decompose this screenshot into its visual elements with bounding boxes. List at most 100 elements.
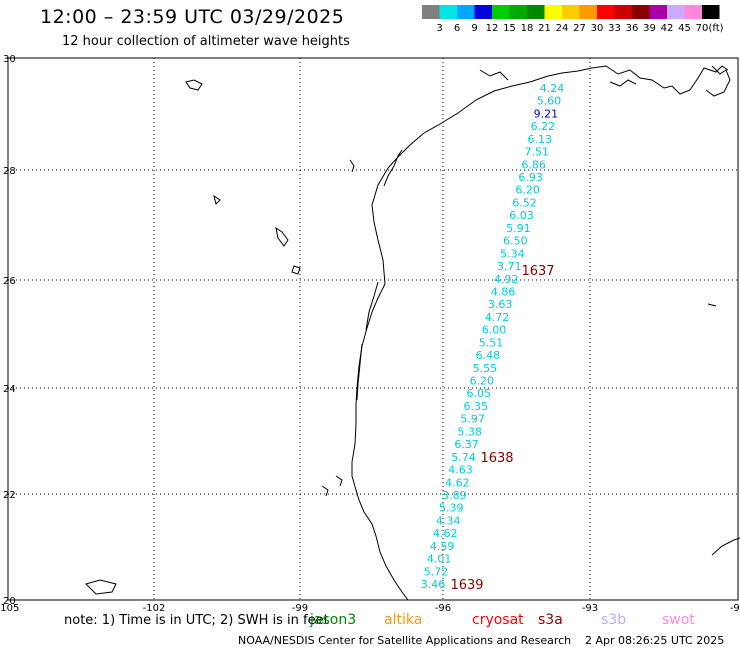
map-frame: -105 -102 -99 -96 -93 -90 30 28 26 24 22 20 bbox=[0, 54, 740, 614]
wave-height-value: 7.51 bbox=[524, 146, 549, 159]
lat-label: 28 bbox=[3, 166, 16, 177]
color-scale-label: 6 bbox=[454, 23, 460, 34]
color-scale-label: 45 bbox=[678, 23, 691, 34]
wave-height-value: 5.51 bbox=[479, 336, 504, 349]
wave-height-value: 3.89 bbox=[442, 489, 467, 502]
legend-item-altika: altika bbox=[384, 612, 423, 628]
small-lake-7 bbox=[213, 194, 221, 205]
page-subtitle: 12 hour collection of altimeter wave hei… bbox=[62, 34, 350, 49]
small-lake-5 bbox=[349, 159, 355, 173]
wave-height-value: 6.20 bbox=[470, 375, 495, 388]
small-lake-1 bbox=[185, 79, 203, 91]
wave-height-value: 4.62 bbox=[433, 527, 458, 540]
laguna-madre bbox=[356, 343, 363, 401]
wave-height-value: 3.71 bbox=[497, 260, 522, 273]
wave-height-value: 5.74 bbox=[451, 451, 476, 464]
legend-item-s3a: s3a bbox=[538, 612, 563, 628]
coastline bbox=[85, 65, 740, 601]
color-swatch bbox=[422, 5, 440, 19]
wave-height-value: 4.92 bbox=[494, 273, 519, 286]
color-swatch bbox=[614, 5, 632, 19]
wave-height-value: 4.72 bbox=[485, 311, 510, 324]
color-swatch bbox=[632, 5, 650, 19]
wave-height-value: 9.21 bbox=[534, 107, 559, 120]
generated-timestamp: 2 Apr 08:26:25 UTC 2025 bbox=[585, 634, 725, 647]
wave-height-value: 6.93 bbox=[518, 171, 543, 184]
wave-height-value: 6.05 bbox=[467, 387, 492, 400]
wave-height-value: 4.86 bbox=[491, 285, 516, 298]
wave-height-value: 6.48 bbox=[476, 349, 501, 362]
legend-item-s3b: s3b bbox=[601, 612, 627, 628]
color-swatch bbox=[684, 5, 702, 19]
color-scale-bar: 3 6 9 12 15 18 21 24 27 30 33 36 39 42 45 70 (ft) bbox=[422, 5, 724, 34]
lat-label: 26 bbox=[3, 276, 16, 287]
wave-height-value: 6.22 bbox=[531, 120, 556, 133]
wave-height-value: 6.37 bbox=[454, 438, 479, 451]
wave-height-value: 4.34 bbox=[436, 514, 461, 527]
lat-label: 24 bbox=[3, 384, 16, 395]
color-scale-label: 15 bbox=[503, 23, 516, 34]
source-credit: NOAA/NESDIS Center for Satellite Applica… bbox=[238, 634, 572, 647]
wave-height-value: 5.34 bbox=[500, 247, 525, 260]
color-swatch bbox=[439, 5, 457, 19]
color-scale-label: 36 bbox=[626, 23, 639, 34]
matagorda-island bbox=[383, 149, 403, 187]
wave-height-value: 4.62 bbox=[445, 476, 470, 489]
color-scale-label: 18 bbox=[521, 23, 534, 34]
map-border bbox=[7, 57, 739, 601]
color-swatch bbox=[509, 5, 527, 19]
wave-height-value: 5.97 bbox=[460, 413, 485, 426]
color-scale-label: 33 bbox=[608, 23, 621, 34]
wave-height-value: 6.20 bbox=[515, 184, 540, 197]
legend-item-jason3: jason3 bbox=[310, 612, 357, 628]
small-lake-9 bbox=[707, 303, 717, 307]
wave-height-value: 4.24 bbox=[540, 82, 565, 95]
pass-time-label: 1638 bbox=[480, 451, 513, 466]
lon-label: -99 bbox=[292, 603, 308, 614]
color-scale-label: 27 bbox=[573, 23, 586, 34]
lon-label: -96 bbox=[435, 603, 451, 614]
wave-height-value: 6.35 bbox=[463, 400, 488, 413]
small-lake-6 bbox=[321, 485, 329, 497]
color-swatch bbox=[597, 5, 615, 19]
legend-item-cryosat: cryosat bbox=[472, 612, 524, 628]
wave-height-value: 6.13 bbox=[528, 133, 553, 146]
pass-time-label: 1637 bbox=[521, 264, 554, 279]
wave-height-value: 5.39 bbox=[439, 502, 464, 515]
wave-height-value: 6.50 bbox=[503, 235, 528, 248]
small-lake-2 bbox=[275, 226, 289, 247]
color-swatch bbox=[457, 5, 475, 19]
color-swatch bbox=[702, 5, 720, 19]
small-lake-4 bbox=[85, 579, 117, 595]
vermilion-bay bbox=[609, 79, 637, 87]
wave-height-value: 5.38 bbox=[457, 425, 482, 438]
lat-label: 30 bbox=[3, 54, 16, 65]
yucatan-coast bbox=[711, 537, 740, 556]
small-lake-3 bbox=[291, 265, 301, 275]
color-swatch bbox=[562, 5, 580, 19]
wave-height-value: 4.59 bbox=[430, 540, 455, 553]
pass-time-label: 1639 bbox=[450, 578, 483, 593]
color-swatch bbox=[544, 5, 562, 19]
wave-height-value: 3.46 bbox=[421, 578, 446, 591]
color-scale-label: 3 bbox=[436, 23, 442, 34]
color-scale-unit: (ft) bbox=[708, 23, 723, 34]
wave-height-value: 5.72 bbox=[424, 565, 449, 578]
lat-label: 22 bbox=[3, 490, 16, 501]
padre-island bbox=[365, 281, 379, 331]
wave-height-value: 4.01 bbox=[427, 553, 452, 566]
lake-sabine bbox=[479, 69, 509, 81]
wave-height-value: 5.60 bbox=[537, 95, 562, 108]
color-scale-label: 24 bbox=[556, 23, 569, 34]
color-swatch bbox=[474, 5, 492, 19]
wave-height-value: 5.55 bbox=[473, 362, 498, 375]
small-lake-8 bbox=[335, 475, 343, 487]
page-title: 12:00 – 23:59 UTC 03/29/2025 bbox=[40, 6, 345, 28]
color-scale-label: 12 bbox=[486, 23, 499, 34]
wave-height-value: 4.63 bbox=[448, 464, 473, 477]
wave-height-value: 5.91 bbox=[506, 222, 531, 235]
color-swatch bbox=[667, 5, 685, 19]
color-scale-label: 21 bbox=[538, 23, 551, 34]
color-scale-label: 30 bbox=[591, 23, 604, 34]
